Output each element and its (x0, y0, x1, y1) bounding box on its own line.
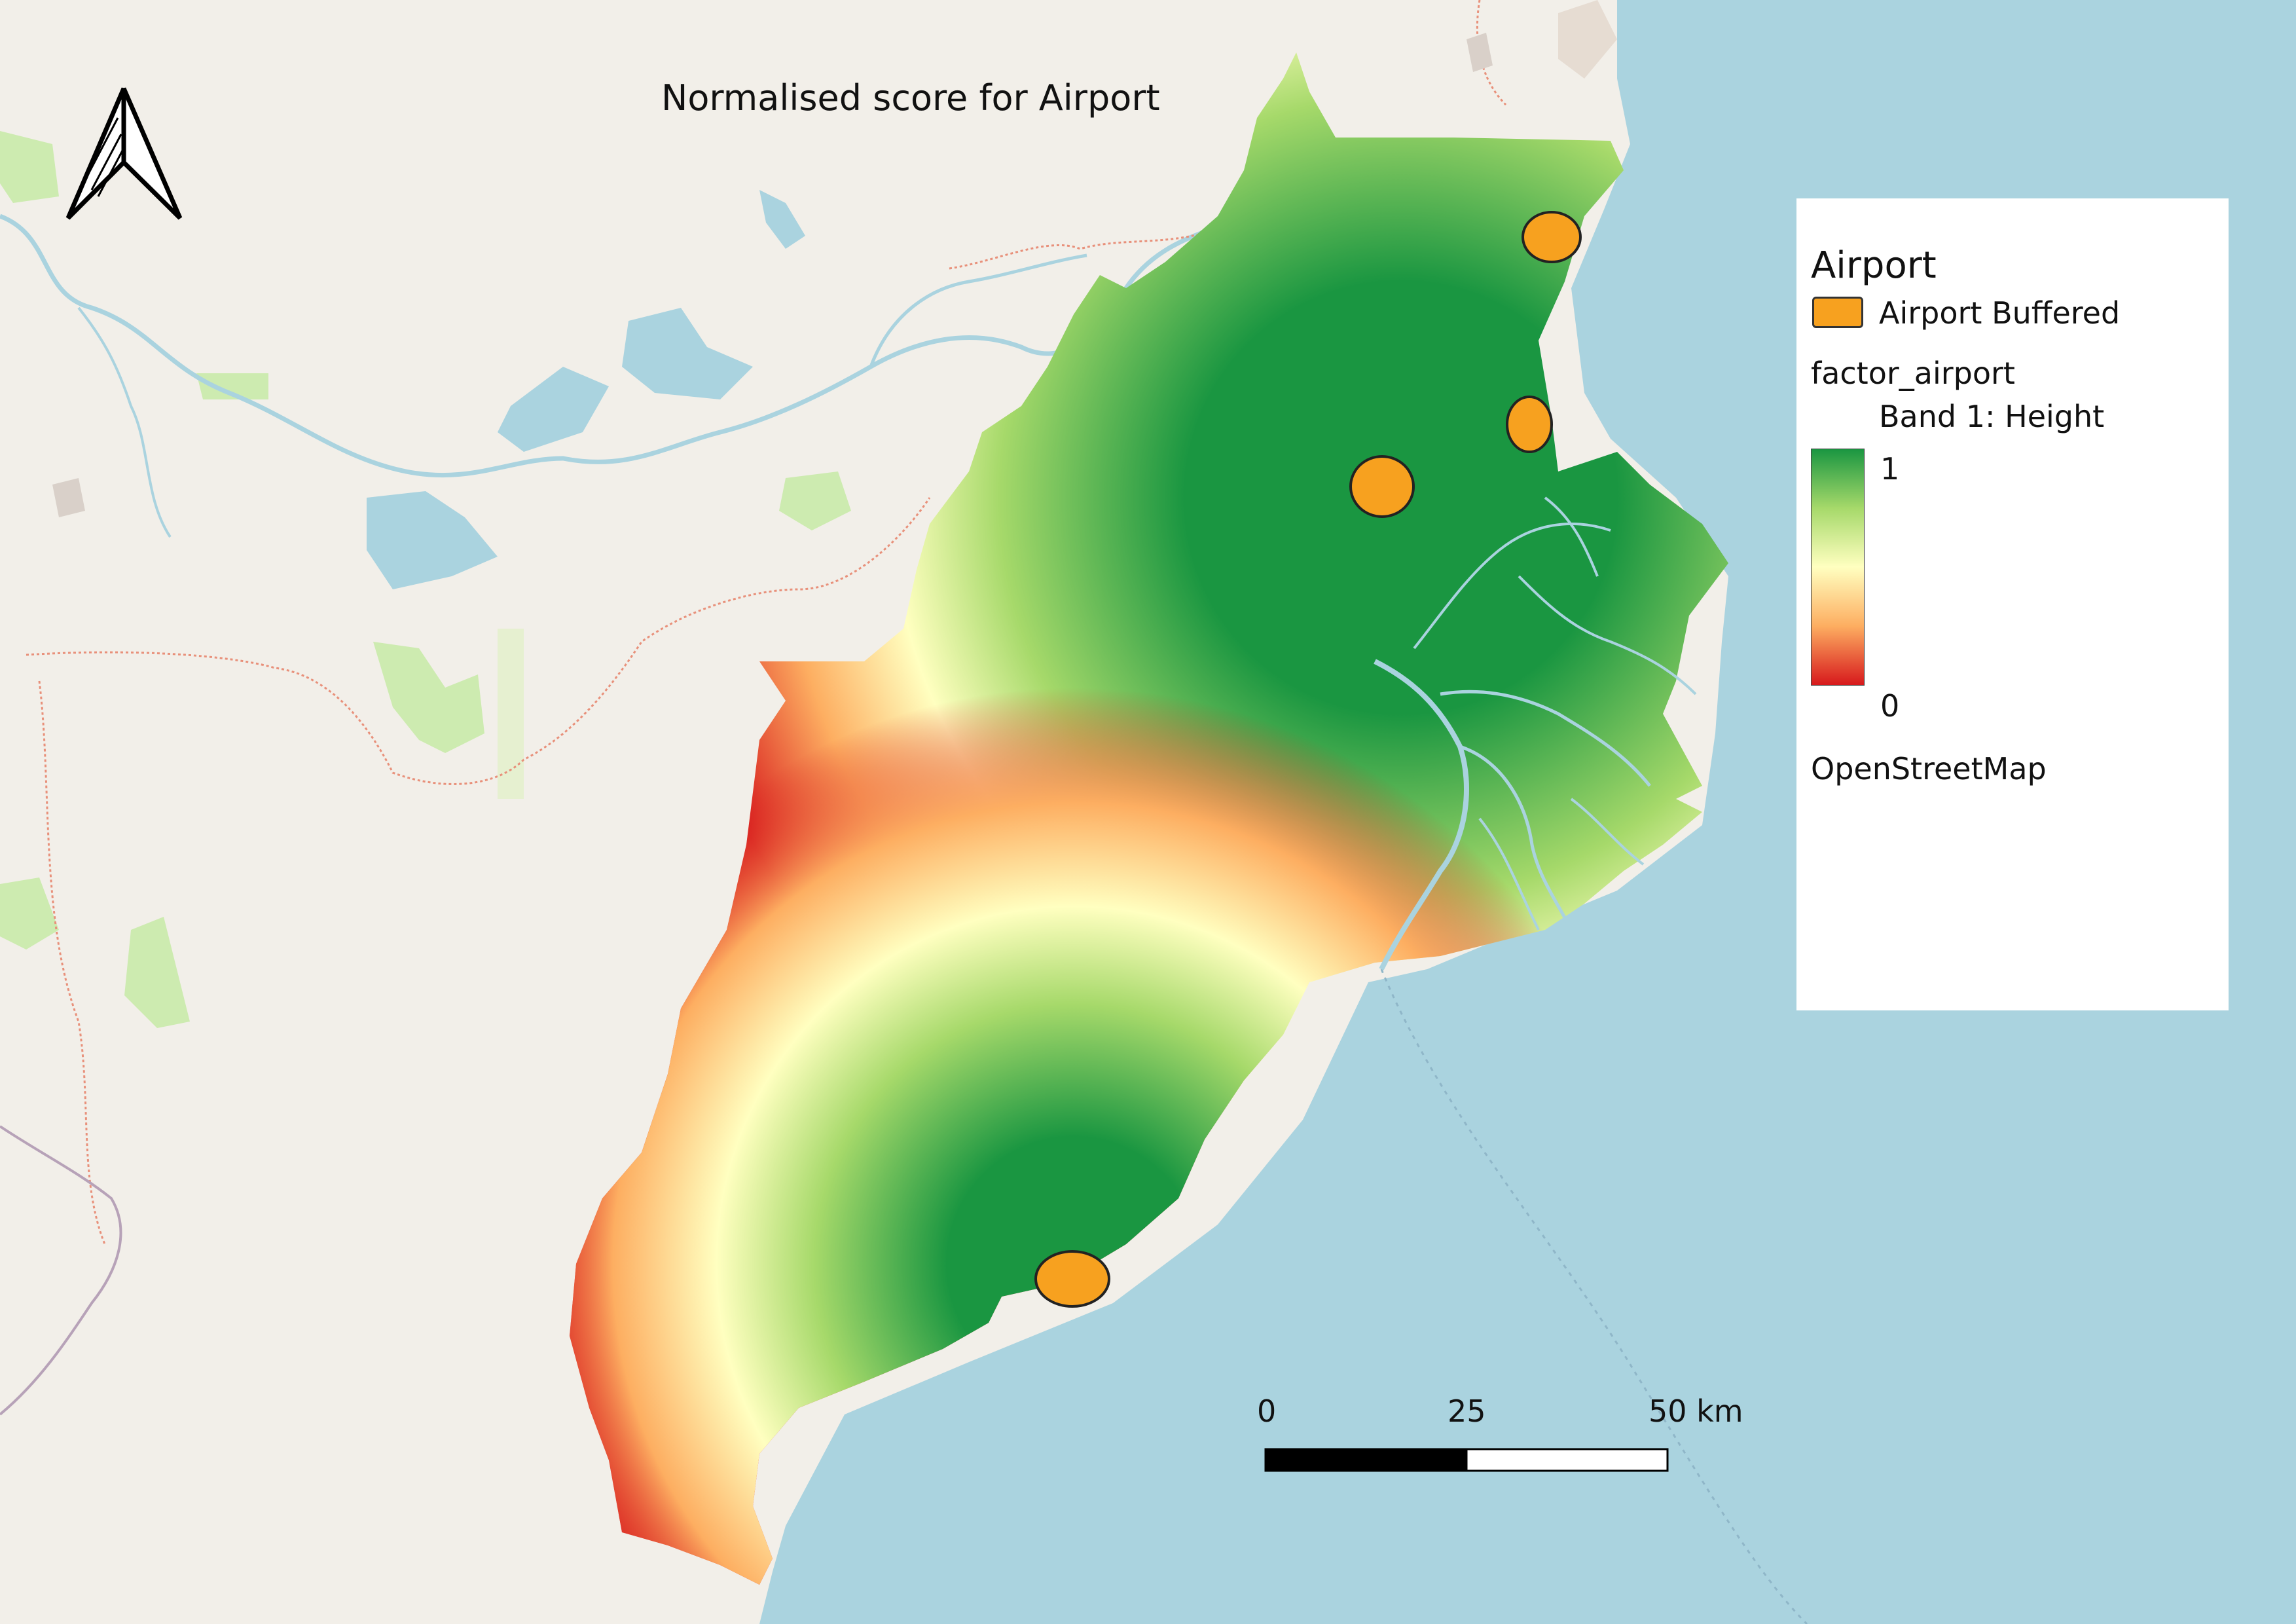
town (52, 478, 85, 517)
legend-layer-group: Airport (1811, 244, 1937, 287)
river (77, 306, 172, 538)
park (0, 877, 59, 950)
admin-boundary (949, 182, 1402, 270)
town (1467, 33, 1493, 72)
park (498, 629, 524, 799)
airport-buffer[interactable] (1522, 211, 1582, 263)
scale-label-25: 25 (1448, 1393, 1486, 1429)
legend-basemap-label: OpenStreetMap (1811, 751, 2047, 786)
admin-boundary (38, 680, 106, 1245)
scale-label-50: 50 km (1649, 1393, 1743, 1429)
park (779, 471, 851, 530)
park (0, 131, 59, 203)
airport-buffer[interactable] (1506, 396, 1553, 453)
airport-buffer[interactable] (1349, 455, 1415, 518)
lake (622, 308, 753, 399)
park (124, 917, 190, 1028)
river (869, 253, 1087, 367)
lake (367, 491, 498, 589)
ramp-max-label: 1 (1880, 451, 1900, 487)
map-title: Normalised score for Airport (661, 77, 1160, 119)
airport-buffers[interactable] (1034, 211, 1582, 1308)
legend-raster-layer: factor_airport (1811, 356, 2015, 391)
lake (759, 190, 805, 249)
admin-boundary (26, 497, 931, 785)
legend-band-label: Band 1: Height (1879, 399, 2105, 434)
legend: Airport Airport Buffered factor_airport … (1796, 198, 2229, 1010)
legend-buffer-label: Airport Buffered (1879, 295, 2121, 331)
scale-bar (1264, 1448, 1669, 1472)
road (0, 1125, 122, 1416)
park (373, 642, 484, 753)
ramp-min-label: 0 (1880, 688, 1900, 724)
color-ramp (1811, 449, 1865, 686)
airport-buffer-swatch (1812, 297, 1863, 328)
town (1558, 0, 1617, 79)
airport-buffer[interactable] (1034, 1250, 1110, 1308)
lake (498, 367, 609, 452)
scale-label-0: 0 (1257, 1393, 1277, 1429)
shipping-route (1380, 969, 1808, 1624)
park (196, 373, 268, 399)
delta-channels (1374, 496, 1697, 970)
north-arrow-icon (65, 87, 183, 220)
